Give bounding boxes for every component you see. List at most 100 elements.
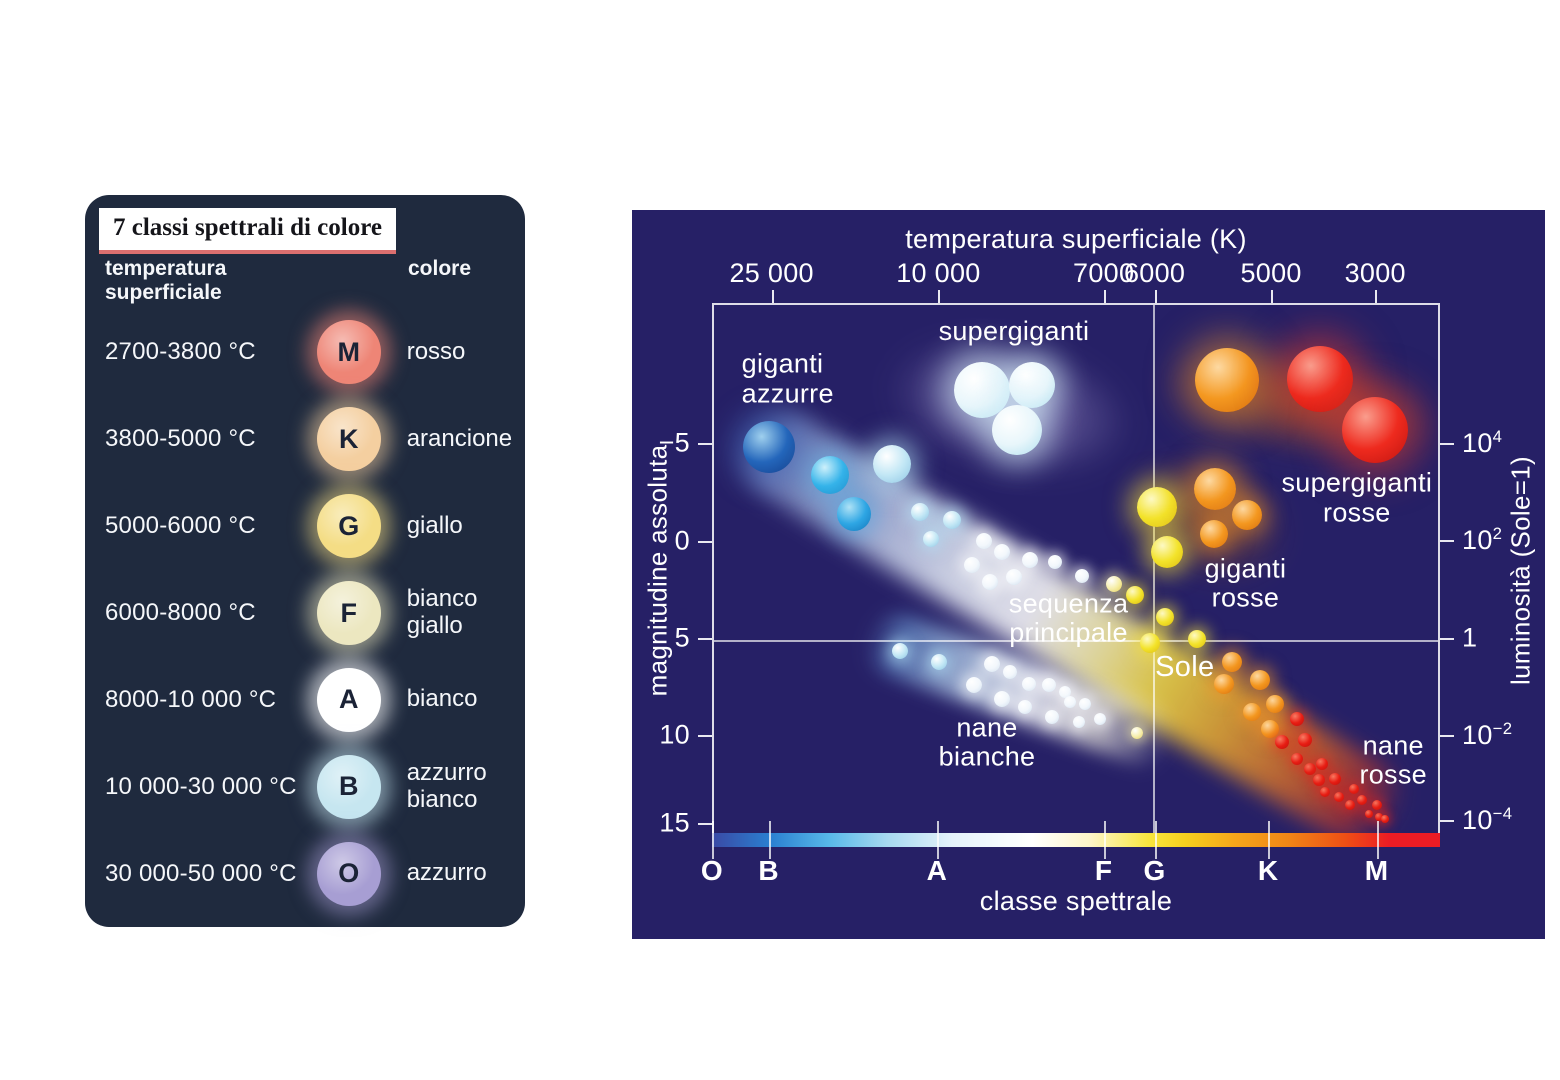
legend-color-name: bianco giallo	[406, 585, 478, 639]
star	[1093, 712, 1106, 725]
star	[1222, 652, 1243, 673]
star	[1348, 783, 1359, 794]
top-tick-label: 10 000	[896, 258, 981, 288]
star	[1005, 568, 1022, 585]
legend-temperature-range: 8000-10 000 °C	[105, 685, 277, 713]
star	[963, 557, 980, 574]
star	[1328, 772, 1341, 785]
star	[1063, 695, 1076, 708]
right-tick-label: 1	[1462, 622, 1478, 653]
star	[994, 543, 1011, 560]
left-tick-label: 0	[674, 525, 690, 556]
right-tick-label: 10−4	[1462, 803, 1513, 835]
right-tick-mark	[1440, 442, 1454, 445]
class-circle-F: F	[316, 581, 381, 645]
spectral-class-letter-K: K	[1257, 855, 1279, 886]
class-letter-G: G	[338, 510, 360, 541]
top-tick-label: 6000	[1123, 258, 1186, 288]
top-tick-mark	[938, 290, 941, 303]
spectral-class-letter-A: A	[926, 855, 948, 886]
right-tick-mark	[1440, 734, 1454, 737]
bottom-tick-mark	[712, 821, 714, 859]
star	[1266, 695, 1285, 714]
star	[1286, 346, 1353, 413]
star	[1231, 499, 1262, 530]
label-supergiganti-rosse: supergiganti rosse	[1281, 467, 1433, 527]
star	[991, 405, 1042, 456]
legend-temperature-range: 6000-8000 °C	[105, 599, 256, 626]
class-letter-F: F	[340, 597, 357, 628]
star	[1022, 676, 1037, 691]
legend-header-color: colore	[408, 257, 472, 280]
top-tick-label: 3000	[1344, 258, 1406, 288]
top-tick-mark	[1271, 290, 1274, 303]
legend-headers: temperatura superficiale colore	[105, 257, 521, 307]
bottom-tick-mark	[1103, 821, 1106, 859]
star	[1193, 467, 1236, 510]
star	[1150, 535, 1183, 568]
label-nane-rosse: nane rosse	[1359, 730, 1427, 790]
top-tick-mark	[1103, 290, 1106, 303]
legend-color-name: rosso	[406, 337, 466, 365]
class-letter-M: M	[337, 336, 360, 367]
left-tick-mark	[698, 442, 712, 445]
hr-diagram-panel: temperatura superficiale (K) supergigant…	[632, 210, 1545, 939]
class-circle-O: O	[316, 841, 381, 906]
star	[1044, 709, 1059, 724]
star	[1319, 787, 1330, 798]
top-axis-title: temperatura superficiale (K)	[905, 224, 1247, 254]
star	[873, 445, 912, 483]
star	[1342, 397, 1409, 464]
spectral-class-letter-G: G	[1143, 855, 1166, 886]
right-tick-label: 104	[1462, 426, 1503, 458]
star	[1304, 762, 1317, 775]
bottom-tick-mark	[1268, 821, 1271, 859]
star	[1214, 673, 1235, 694]
star	[1021, 551, 1038, 568]
class-circle-A: A	[316, 667, 381, 732]
right-tick-mark	[1440, 637, 1454, 640]
star	[1298, 733, 1313, 748]
star-sole	[1140, 633, 1161, 654]
label-giganti-rosse: giganti rosse	[1204, 553, 1287, 613]
star	[1334, 791, 1345, 802]
star	[911, 503, 930, 522]
right-tick-label: 102	[1462, 523, 1503, 555]
star	[1261, 720, 1280, 738]
legend-temperature-range: 5000-6000 °C	[105, 512, 256, 540]
star	[1074, 568, 1089, 583]
bottom-tick-mark	[1376, 821, 1379, 859]
left-axis-title: magnitudine assoluta	[642, 444, 673, 697]
legend-color-name: arancione	[406, 424, 513, 452]
label-sole: Sole	[1155, 651, 1215, 684]
right-tick-label: 10−2	[1462, 718, 1513, 750]
star	[930, 654, 947, 671]
star	[1058, 685, 1071, 698]
left-tick-label: 15	[659, 807, 690, 838]
star	[1041, 678, 1056, 692]
right-tick-mark	[1440, 819, 1454, 822]
star	[1130, 727, 1143, 740]
top-tick-label: 25 000	[729, 258, 814, 288]
gridline-magnitude-5	[714, 639, 1438, 642]
right-axis-title: luminosità (Sole=1)	[1505, 456, 1536, 685]
class-circle-M: M	[316, 320, 381, 385]
star	[984, 655, 1001, 672]
star	[953, 361, 1010, 418]
left-tick-mark	[698, 540, 712, 543]
star	[743, 421, 796, 474]
star	[1374, 812, 1383, 821]
class-letter-K: K	[338, 423, 359, 454]
bottom-tick-mark	[936, 821, 939, 859]
spectral-class-letter-F: F	[1094, 855, 1113, 886]
star	[1195, 348, 1260, 413]
star	[1356, 795, 1367, 806]
legend-temperature-range: 10 000-30 000 °C	[105, 772, 297, 800]
label-sequenza-principale: sequenza principale	[1008, 588, 1129, 648]
star	[994, 690, 1011, 707]
